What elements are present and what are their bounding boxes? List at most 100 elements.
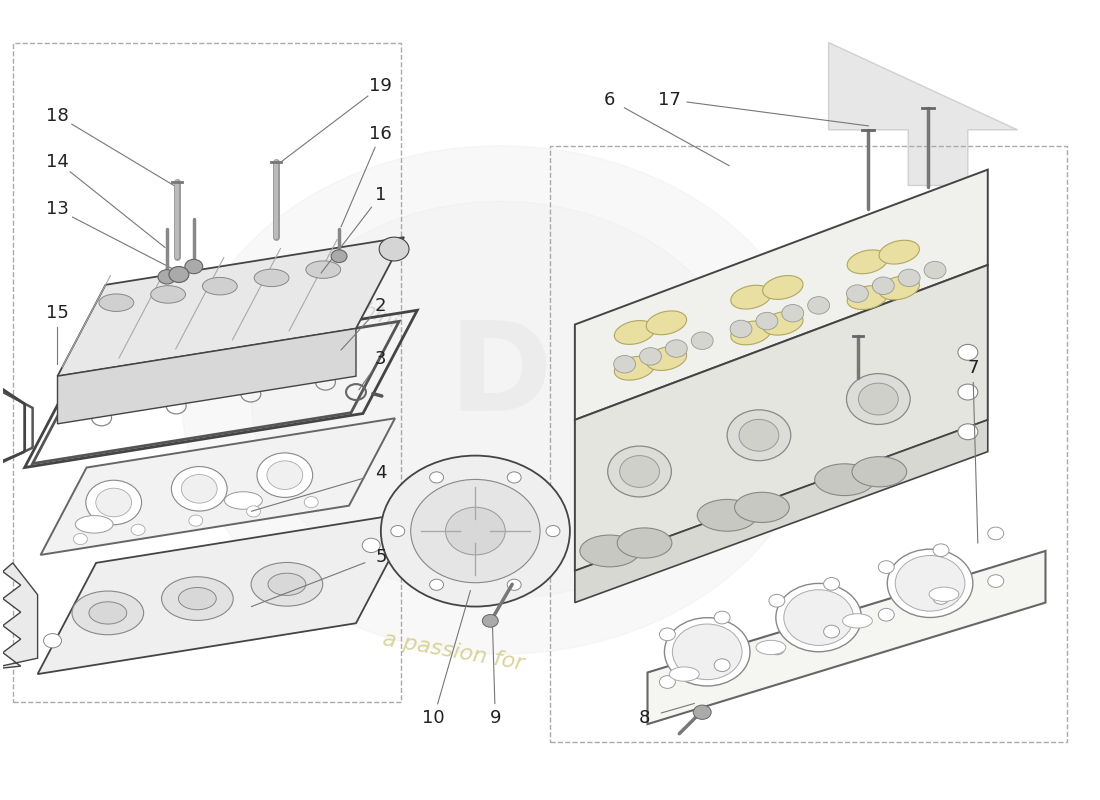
- Circle shape: [878, 608, 894, 621]
- Circle shape: [782, 305, 804, 322]
- Circle shape: [131, 524, 145, 535]
- Circle shape: [410, 479, 540, 582]
- Ellipse shape: [697, 499, 757, 531]
- Circle shape: [185, 259, 202, 274]
- Text: 2: 2: [375, 298, 386, 315]
- Text: 19: 19: [370, 77, 393, 95]
- Ellipse shape: [762, 311, 803, 335]
- Circle shape: [807, 297, 829, 314]
- Circle shape: [666, 340, 688, 358]
- Ellipse shape: [615, 356, 654, 380]
- Ellipse shape: [843, 614, 872, 628]
- Circle shape: [933, 544, 949, 557]
- Ellipse shape: [202, 278, 238, 295]
- Text: 6: 6: [604, 90, 615, 109]
- Circle shape: [858, 383, 899, 415]
- Text: 14: 14: [46, 153, 69, 170]
- Ellipse shape: [72, 591, 144, 634]
- Circle shape: [769, 642, 784, 654]
- Polygon shape: [575, 170, 988, 420]
- Ellipse shape: [254, 269, 289, 286]
- Circle shape: [872, 277, 894, 294]
- Circle shape: [824, 578, 839, 590]
- Ellipse shape: [730, 321, 771, 345]
- Ellipse shape: [99, 294, 134, 311]
- Ellipse shape: [735, 492, 790, 522]
- Circle shape: [381, 456, 570, 606]
- Text: 7: 7: [967, 359, 979, 378]
- Circle shape: [639, 348, 661, 365]
- Ellipse shape: [762, 275, 803, 299]
- Text: D: D: [449, 316, 552, 437]
- Circle shape: [446, 507, 505, 555]
- Circle shape: [958, 384, 978, 400]
- Circle shape: [614, 355, 636, 373]
- Ellipse shape: [756, 640, 785, 654]
- Circle shape: [824, 626, 839, 638]
- Ellipse shape: [879, 240, 920, 264]
- Ellipse shape: [617, 528, 672, 558]
- Circle shape: [182, 474, 217, 503]
- Ellipse shape: [615, 321, 654, 344]
- Circle shape: [899, 269, 920, 286]
- Text: 1: 1: [375, 186, 386, 204]
- Ellipse shape: [847, 250, 888, 274]
- Circle shape: [362, 538, 381, 553]
- Circle shape: [379, 237, 409, 261]
- Circle shape: [430, 472, 443, 483]
- Ellipse shape: [162, 577, 233, 621]
- Polygon shape: [648, 551, 1045, 724]
- Circle shape: [257, 453, 312, 498]
- Circle shape: [305, 497, 318, 508]
- Circle shape: [390, 526, 405, 537]
- Ellipse shape: [646, 311, 686, 334]
- Text: 10: 10: [422, 709, 444, 726]
- Text: Lamborghini: Lamborghini: [282, 264, 400, 333]
- Ellipse shape: [268, 573, 306, 595]
- Circle shape: [664, 618, 750, 686]
- Circle shape: [895, 555, 965, 611]
- Circle shape: [169, 266, 189, 282]
- Circle shape: [739, 419, 779, 451]
- Polygon shape: [182, 146, 818, 654]
- Polygon shape: [252, 202, 749, 598]
- Circle shape: [776, 583, 861, 652]
- Circle shape: [730, 320, 752, 338]
- Ellipse shape: [306, 261, 341, 278]
- Ellipse shape: [151, 286, 186, 303]
- Text: 17: 17: [658, 90, 681, 109]
- Polygon shape: [57, 329, 356, 424]
- Circle shape: [659, 628, 675, 641]
- Text: 15: 15: [46, 304, 69, 322]
- Text: 18: 18: [46, 106, 69, 125]
- Ellipse shape: [75, 515, 113, 533]
- Circle shape: [96, 488, 132, 517]
- Ellipse shape: [224, 492, 262, 510]
- Circle shape: [607, 446, 671, 497]
- Circle shape: [714, 659, 730, 671]
- Ellipse shape: [852, 457, 906, 487]
- Text: 16: 16: [370, 125, 393, 143]
- Circle shape: [769, 594, 784, 607]
- Circle shape: [784, 590, 854, 646]
- Circle shape: [693, 705, 712, 719]
- Text: 3: 3: [375, 350, 386, 368]
- Circle shape: [507, 472, 521, 483]
- Text: 13: 13: [46, 200, 69, 218]
- Circle shape: [659, 676, 675, 688]
- Ellipse shape: [580, 535, 639, 567]
- Circle shape: [756, 312, 778, 330]
- Circle shape: [430, 579, 443, 590]
- Text: 9: 9: [490, 709, 500, 726]
- Circle shape: [619, 456, 659, 487]
- Ellipse shape: [879, 276, 920, 300]
- Circle shape: [878, 561, 894, 574]
- Ellipse shape: [847, 286, 888, 310]
- Circle shape: [172, 466, 227, 511]
- Circle shape: [86, 480, 142, 525]
- Polygon shape: [575, 265, 988, 571]
- Circle shape: [331, 250, 346, 262]
- Circle shape: [988, 527, 1003, 540]
- Circle shape: [267, 461, 303, 490]
- Ellipse shape: [178, 587, 217, 610]
